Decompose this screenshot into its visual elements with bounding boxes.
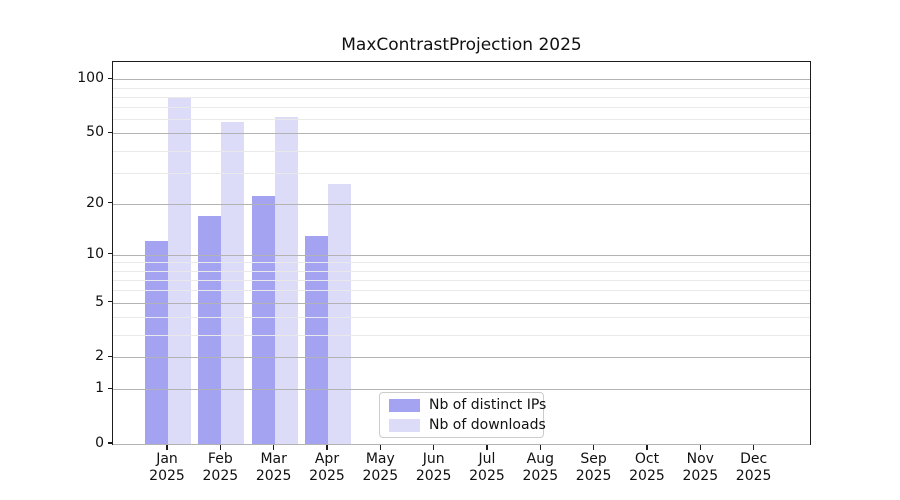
x-tick-label-dec: Dec 2025 — [735, 451, 772, 484]
x-tick-mark-may — [379, 445, 382, 450]
legend-label-downloads: Nb of downloads — [429, 417, 546, 433]
y-tick-mark-50 — [107, 131, 112, 134]
x-tick-mark-apr — [326, 445, 328, 450]
x-tick-mark-oct — [646, 445, 648, 450]
y-tick-label-20: 20 — [86, 194, 104, 211]
y-gridline-minor-8 — [113, 270, 810, 272]
y-gridline-minor-80 — [113, 96, 810, 98]
x-tick-label-feb: Feb 2025 — [202, 451, 239, 484]
bar-mar-nb-of-distinct-ips — [251, 196, 275, 445]
x-tick-label-oct: Oct 2025 — [629, 451, 665, 484]
legend-swatch-distinct-ips — [389, 398, 420, 412]
y-tick-label-0: 0 — [95, 435, 104, 452]
y-gridline-minor-7 — [113, 279, 810, 281]
x-tick-label-nov: Nov 2025 — [682, 451, 719, 484]
x-tick-label-sep: Sep 2025 — [575, 451, 612, 484]
x-tick-mark-aug — [539, 445, 542, 450]
bar-jan-nb-of-distinct-ips — [145, 241, 168, 445]
y-tick-label-100: 100 — [77, 70, 104, 87]
y-tick-mark-5 — [107, 300, 112, 303]
y-gridline-5 — [113, 302, 810, 304]
x-tick-label-may: May 2025 — [362, 451, 399, 484]
x-tick-mark-jan — [166, 445, 168, 450]
legend-item-downloads: Nb of downloads — [389, 417, 546, 433]
y-gridline-20 — [113, 203, 810, 205]
bar-apr-nb-of-distinct-ips — [304, 235, 328, 445]
legend-item-distinct-ips: Nb of distinct IPs — [389, 397, 546, 413]
y-gridline-minor-6 — [113, 290, 810, 292]
y-gridline-minor-40 — [113, 150, 810, 152]
x-tick-mark-mar — [272, 445, 275, 450]
y-gridline-2 — [113, 357, 810, 359]
y-tick-label-10: 10 — [86, 245, 104, 262]
y-gridline-0 — [113, 444, 810, 446]
bar-apr-nb-of-downloads — [327, 183, 351, 445]
y-gridline-minor-70 — [113, 107, 810, 109]
x-tick-label-jan: Jan 2025 — [149, 451, 185, 484]
y-tick-mark-2 — [107, 355, 112, 358]
x-tick-mark-sep — [592, 445, 595, 450]
y-gridline-minor-4 — [113, 316, 810, 318]
x-tick-label-jul: Jul 2025 — [469, 451, 505, 484]
x-tick-label-aug: Aug 2025 — [522, 451, 559, 484]
y-gridline-1 — [113, 389, 810, 391]
y-gridline-100 — [113, 79, 810, 81]
x-tick-mark-feb — [219, 445, 222, 450]
bar-feb-nb-of-distinct-ips — [198, 215, 222, 445]
y-tick-label-1: 1 — [95, 380, 104, 397]
y-tick-mark-10 — [107, 252, 112, 255]
x-tick-label-jun: Jun 2025 — [415, 451, 452, 484]
y-tick-mark-0 — [107, 442, 112, 444]
y-tick-mark-20 — [107, 201, 112, 204]
legend-swatch-downloads — [389, 418, 420, 432]
y-tick-label-5: 5 — [95, 293, 104, 310]
y-gridline-10 — [113, 254, 810, 256]
grid-layer — [113, 62, 810, 446]
y-gridline-minor-30 — [113, 172, 810, 174]
y-tick-label-50: 50 — [86, 124, 104, 141]
y-gridline-50 — [113, 133, 810, 135]
y-gridline-minor-60 — [113, 119, 810, 121]
x-tick-mark-jun — [432, 445, 435, 450]
y-tick-mark-100 — [107, 77, 112, 80]
x-tick-mark-dec — [752, 445, 755, 450]
x-tick-label-mar: Mar 2025 — [255, 451, 292, 484]
legend: Nb of distinct IPs Nb of downloads — [379, 392, 546, 438]
y-gridline-minor-9 — [113, 262, 810, 264]
y-tick-label-2: 2 — [95, 348, 104, 365]
x-tick-mark-nov — [699, 445, 702, 450]
bar-feb-nb-of-downloads — [221, 121, 245, 445]
y-gridline-minor-3 — [113, 334, 810, 336]
chart-title: MaxContrastProjection 2025 — [341, 35, 582, 55]
y-tick-mark-1 — [107, 387, 112, 390]
y-gridline-minor-90 — [113, 87, 810, 89]
x-tick-label-apr: Apr 2025 — [309, 451, 345, 484]
x-tick-mark-jul — [486, 445, 488, 450]
legend-label-distinct-ips: Nb of distinct IPs — [429, 397, 547, 413]
plot-area — [112, 61, 811, 446]
